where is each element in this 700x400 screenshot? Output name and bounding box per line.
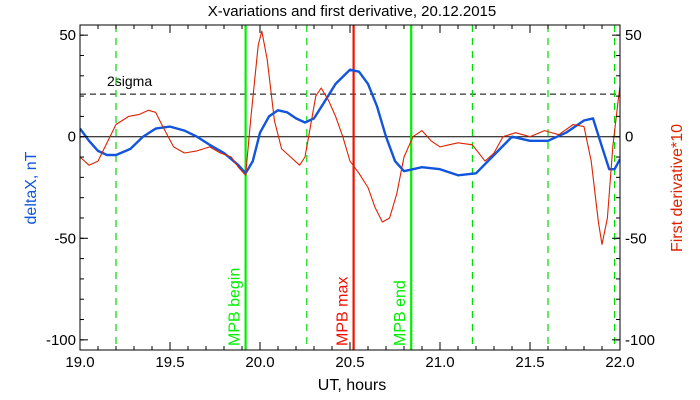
deltax-series-line (80, 68, 620, 177)
y-tick-label-right: 50 (625, 27, 642, 44)
y-axis-label-left: deltaX, nT (23, 151, 40, 224)
y-tick-label-left: -50 (54, 230, 76, 247)
x-tick-label: 21.5 (515, 354, 544, 371)
chart-title: X-variations and first derivative, 20.12… (208, 3, 497, 20)
mpb-max-label: MPB max (335, 277, 352, 346)
x-tick-label: 20.0 (245, 354, 274, 371)
mpb-begin-label: MPB begin (227, 268, 244, 346)
y-axis-label-right: First derivative*10 (669, 124, 686, 252)
y-tick-label-right: -50 (625, 230, 647, 247)
mpb-end-label: MPB end (392, 280, 409, 346)
x-tick-label: 19.0 (65, 354, 94, 371)
y-tick-label-left: 0 (68, 129, 76, 146)
x-tick-label: 21.0 (425, 354, 454, 371)
sigma-threshold-label: 2sigma (107, 73, 152, 89)
x-axis-label: UT, hours (318, 377, 386, 394)
y-tick-label-left: -100 (46, 332, 76, 349)
derivative-series-line (80, 30, 620, 245)
y-tick-label-right: 0 (625, 129, 633, 146)
x-tick-label: 19.5 (155, 354, 184, 371)
x-tick-label: 20.5 (335, 354, 364, 371)
plot-area: 2sigma MPB begin MPB max MPB end 19.0 19.5 20.… (46, 24, 655, 371)
x-tick-label: 22.0 (605, 354, 634, 371)
y-tick-label-right: -100 (625, 332, 655, 349)
y-tick-label-left: 50 (59, 27, 76, 44)
